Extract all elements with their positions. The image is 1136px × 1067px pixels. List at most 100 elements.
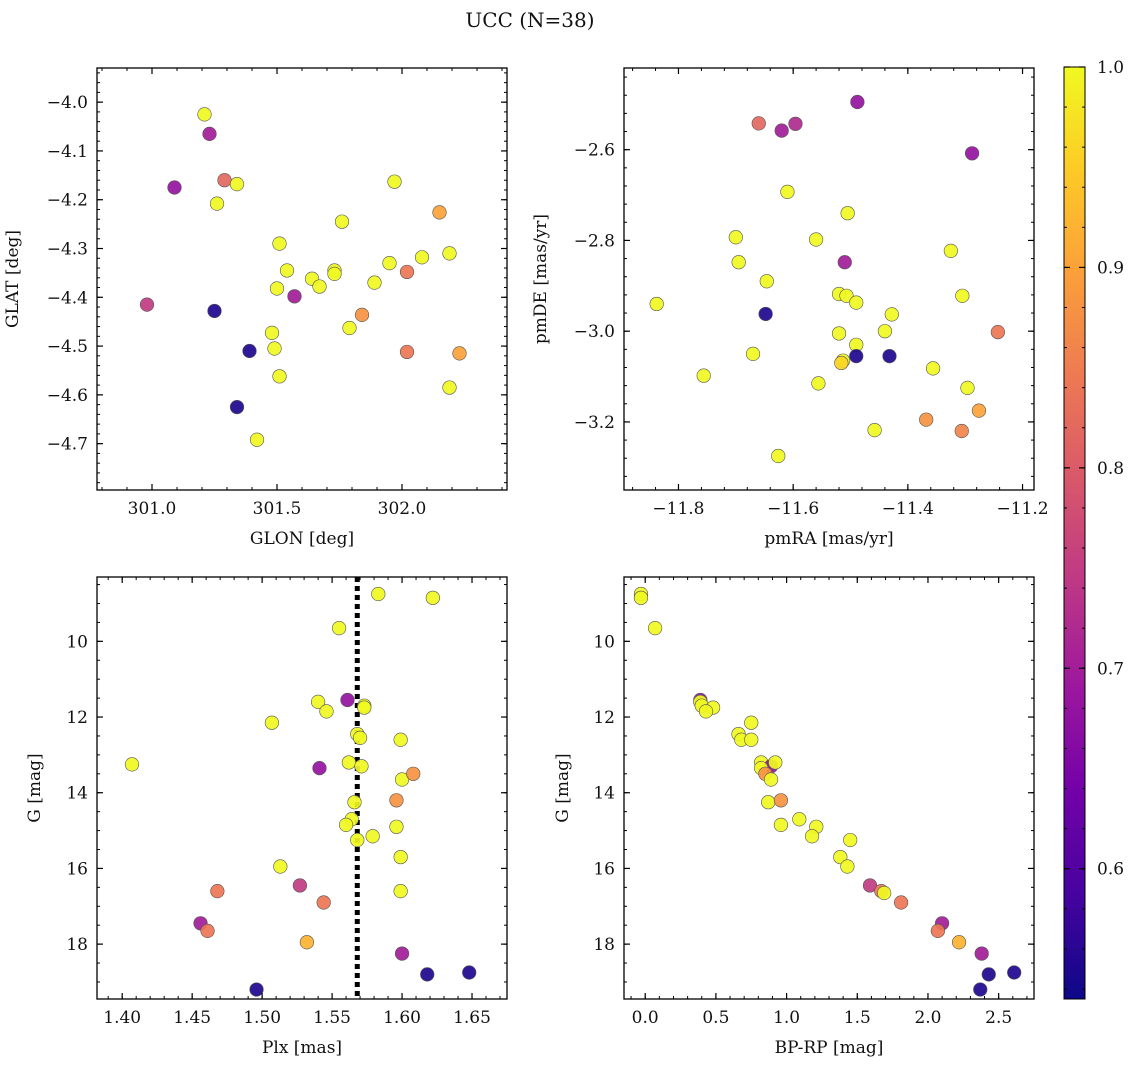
y-tick-label: −4.2 <box>47 191 88 211</box>
x-tick-label: 0.5 <box>702 1008 729 1028</box>
minor-ticks <box>97 577 507 999</box>
y-tick-label: 14 <box>593 784 615 804</box>
data-point <box>884 307 899 322</box>
data-point <box>954 423 969 439</box>
x-tick-label: 301.5 <box>253 499 302 519</box>
x-tick-label: 302.0 <box>378 499 427 519</box>
data-point <box>462 965 477 980</box>
data-point <box>849 349 864 364</box>
data-point <box>299 935 314 950</box>
data-point <box>840 206 855 221</box>
x-tick-label: 1.60 <box>383 1008 421 1028</box>
data-point <box>312 279 327 294</box>
data-point <box>352 730 368 745</box>
data-point <box>387 174 402 189</box>
x-tick-label: 1.55 <box>313 1008 351 1028</box>
data-point <box>773 793 789 808</box>
data-point <box>837 255 852 270</box>
data-point <box>399 344 415 360</box>
pmra-pmde-panel: −11.8 −11.6 −11.4 −11.2 −2.6 −2.8 −3.0 −3.2 pmRA… <box>531 67 1049 549</box>
data-point <box>955 288 970 303</box>
data-point <box>971 403 987 418</box>
x-tick-label: 1.5 <box>844 1008 871 1028</box>
data-point <box>389 793 404 808</box>
data-point <box>843 832 858 848</box>
colorbar-tick-label: 0.7 <box>1097 659 1124 679</box>
data-point <box>728 230 743 245</box>
data-point <box>394 772 410 787</box>
data-point <box>862 878 878 893</box>
data-point <box>432 205 447 220</box>
x-axis-label: pmRA [mas/yr] <box>764 529 893 549</box>
data-point <box>310 694 326 709</box>
data-point <box>840 859 855 874</box>
data-point <box>124 757 140 772</box>
colorbar-tick-label: 1.0 <box>1097 58 1124 78</box>
data-point <box>394 946 410 961</box>
data-point <box>731 255 746 270</box>
data-point <box>414 250 430 265</box>
data-point <box>200 923 215 938</box>
data-point <box>242 343 257 359</box>
data-point <box>292 878 308 893</box>
bprp-g-panel: 0.0 0.5 1.0 1.5 2.0 2.5 10 12 14 16 18 BP-RP [mag] G… <box>553 576 1035 1058</box>
data-point <box>768 755 783 770</box>
data-point <box>338 817 354 833</box>
data-point <box>207 303 222 319</box>
x-tick-label: −11.4 <box>882 499 934 519</box>
x-tick-label: 301.0 <box>128 499 177 519</box>
data-point <box>648 620 663 636</box>
data-point <box>990 324 1005 340</box>
data-point <box>960 380 975 396</box>
data-point <box>763 772 779 787</box>
data-point <box>202 126 217 141</box>
data-point <box>804 829 820 844</box>
y-tick-label: 16 <box>66 859 88 879</box>
data-point <box>831 326 847 341</box>
data-point <box>649 296 664 312</box>
colorbar: 0.6 0.7 0.8 0.9 1.0 <box>1063 58 1124 1000</box>
data-point <box>745 346 761 361</box>
data-point <box>771 448 786 464</box>
data-point <box>382 256 397 271</box>
data-point <box>365 829 380 844</box>
data-point <box>264 325 280 341</box>
data-point <box>399 264 415 280</box>
data-point <box>272 369 287 384</box>
data-point <box>442 246 457 261</box>
data-point <box>1007 965 1022 980</box>
data-point <box>867 423 882 438</box>
data-point <box>894 895 909 910</box>
minor-ticks <box>624 577 1034 999</box>
y-tick-label: 10 <box>66 632 88 652</box>
data-point <box>197 107 212 122</box>
data-point <box>347 795 362 810</box>
y-tick-label: 18 <box>66 935 88 955</box>
data-point <box>925 361 941 376</box>
y-tick-label: −2.6 <box>574 141 615 161</box>
x-tick-label: −11.2 <box>996 499 1048 519</box>
y-tick-label: 12 <box>593 708 615 728</box>
x-tick-label: 1.40 <box>103 1008 141 1028</box>
data-point <box>943 243 958 258</box>
data-point <box>209 196 225 211</box>
data-point <box>273 859 288 874</box>
data-point <box>371 586 386 602</box>
minor-ticks <box>624 68 1034 490</box>
axes-frame <box>96 67 508 491</box>
x-tick-label: −11.6 <box>767 499 819 519</box>
data-point <box>327 266 342 281</box>
data-point <box>981 967 996 982</box>
data-point <box>167 180 182 195</box>
y-tick-label: 10 <box>593 632 615 652</box>
data-point <box>367 275 382 290</box>
data-point <box>269 281 285 296</box>
y-tick-label: −4.6 <box>47 386 88 406</box>
y-tick-label: −4.7 <box>47 435 88 455</box>
data-point <box>217 173 232 188</box>
data-point <box>974 946 989 961</box>
y-tick-label: 16 <box>593 859 615 879</box>
y-tick-label: −3.2 <box>574 413 615 433</box>
data-point <box>849 295 864 310</box>
x-tick-label: −11.8 <box>652 499 704 519</box>
